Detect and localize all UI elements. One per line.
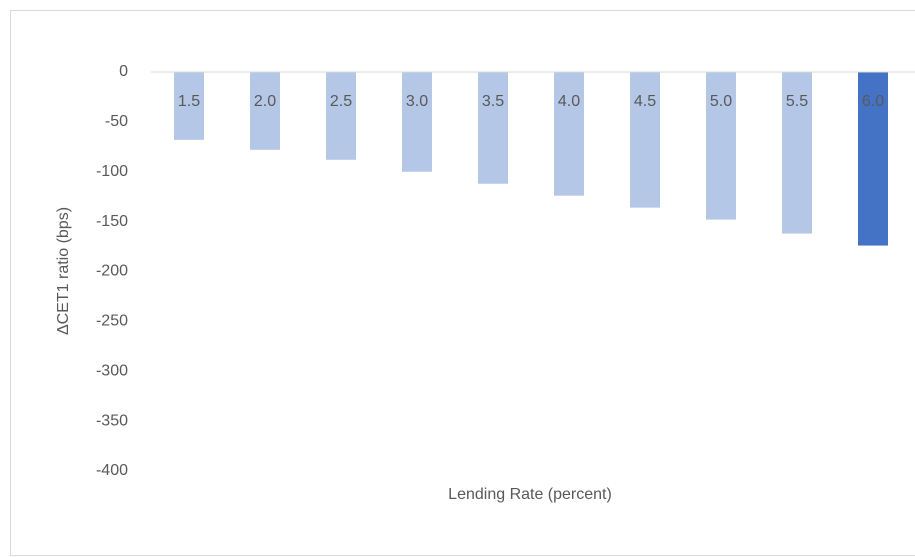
x-tick-label: 5.0	[710, 93, 732, 110]
x-tick-label: 3.5	[482, 93, 504, 110]
bar	[554, 72, 584, 196]
bar	[250, 72, 280, 150]
chart-frame	[10, 10, 915, 556]
bar	[630, 72, 660, 208]
y-tick-label: -100	[96, 163, 128, 180]
y-tick-label: -350	[96, 412, 128, 429]
bar	[402, 72, 432, 172]
bar	[174, 72, 204, 140]
x-tick-label: 3.0	[406, 93, 428, 110]
bar	[478, 72, 508, 184]
x-axis-label: Lending Rate (percent)	[448, 486, 612, 503]
x-tick-label: 1.5	[178, 93, 200, 110]
x-tick-label: 4.0	[558, 93, 580, 110]
x-tick-label: 6.0	[862, 93, 884, 110]
x-tick-label: 5.5	[786, 93, 808, 110]
y-tick-label: -400	[96, 462, 128, 479]
bar	[782, 72, 812, 234]
y-tick-label: -200	[96, 263, 128, 280]
x-tick-label: 2.0	[254, 93, 276, 110]
bar	[706, 72, 736, 220]
bar	[858, 72, 888, 246]
y-axis-label: ΔCET1 ratio (bps)	[55, 207, 72, 335]
bar	[326, 72, 356, 160]
y-tick-label: 0	[119, 63, 128, 80]
y-tick-label: -50	[105, 113, 128, 130]
y-tick-label: -250	[96, 313, 128, 330]
x-tick-label: 4.5	[634, 93, 656, 110]
x-tick-label: 2.5	[330, 93, 352, 110]
y-tick-label: -300	[96, 362, 128, 379]
y-tick-label: -150	[96, 213, 128, 230]
